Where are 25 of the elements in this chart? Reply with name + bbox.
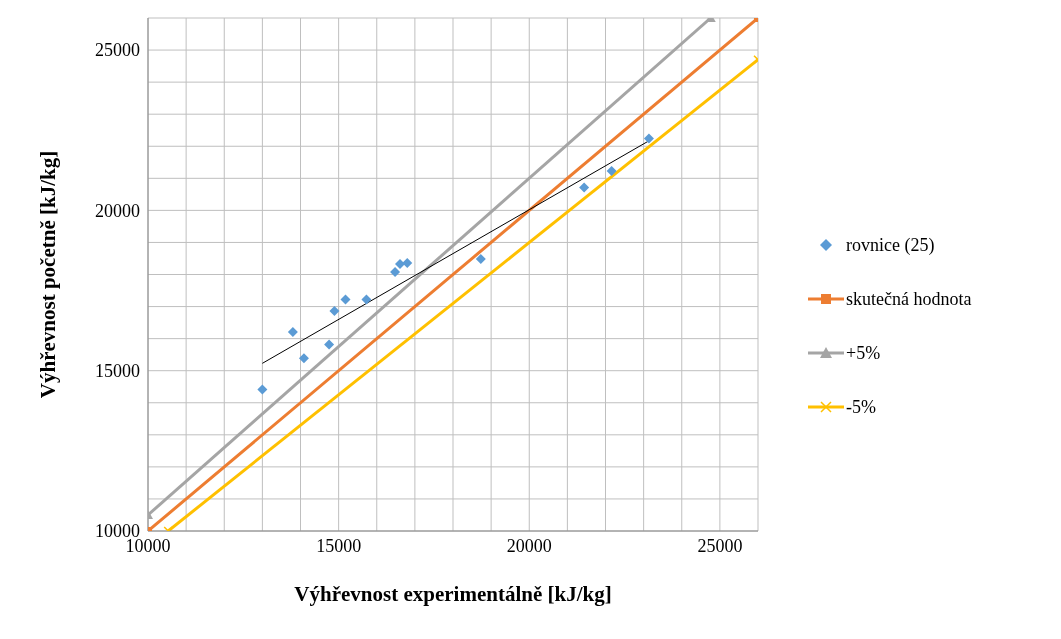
legend-label: skutečná hodnota <box>846 288 972 310</box>
point <box>606 165 617 176</box>
x-tick-label: 25000 <box>697 535 743 556</box>
point <box>287 326 298 337</box>
point <box>257 384 268 395</box>
point <box>298 353 309 364</box>
point <box>340 294 351 305</box>
point <box>324 339 335 350</box>
legend-label: +5% <box>846 342 881 364</box>
x-axis-title: Výhřevnost experimentálně [kJ/kg] <box>294 582 612 606</box>
point <box>402 257 413 268</box>
y-tick-label: 25000 <box>95 40 140 61</box>
y-tick-label: 15000 <box>95 361 140 382</box>
point <box>579 182 590 193</box>
point <box>329 306 340 317</box>
point <box>390 266 401 277</box>
x-tick-label: 15000 <box>316 535 362 556</box>
point <box>361 294 372 305</box>
legend-label: -5% <box>846 396 876 418</box>
x-tick-label: 20000 <box>506 535 552 556</box>
legend-label: rovnice (25) <box>846 234 935 256</box>
point <box>643 133 654 144</box>
y-axis-title: Výhřevnost početně [kJ/kg] <box>36 150 61 399</box>
point <box>475 254 486 265</box>
y-tick-label: 20000 <box>95 200 140 221</box>
